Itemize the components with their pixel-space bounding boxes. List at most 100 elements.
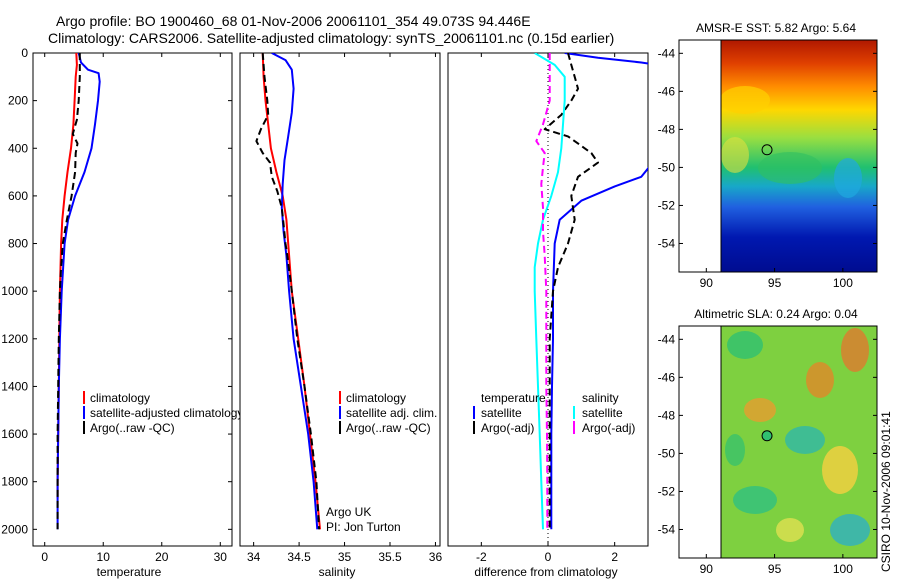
- sst-patch-warm: [721, 86, 770, 114]
- depth-tick-label: 1600: [1, 427, 28, 441]
- sla-argo-marker: [761, 430, 773, 442]
- legend-label-argo: Argo(..raw -QC): [346, 421, 431, 435]
- legend-label-sal-argo: Argo(-adj): [582, 421, 635, 435]
- lat-tick-label: -50: [658, 160, 676, 174]
- sla-patch-4: [841, 328, 869, 372]
- x-tick-label: 2: [611, 550, 618, 564]
- series-line: [535, 53, 551, 530]
- series-line: [255, 53, 321, 530]
- depth-tick-label: 1000: [1, 284, 28, 298]
- salinity-panel: 34 34.5 35 35.5 36 salinity climatology sate…: [239, 52, 442, 579]
- x-tick-label: 36: [429, 550, 443, 564]
- sst-patch-yellow: [721, 137, 749, 173]
- depth-tick-label: 1200: [1, 332, 28, 346]
- legend-label-climatology: climatology: [346, 391, 406, 405]
- x-tick-label: 35: [338, 550, 352, 564]
- difference-xlabel: difference from climatology: [474, 565, 617, 579]
- x-tick-label: 20: [155, 550, 169, 564]
- x-tick-label: -2: [476, 550, 487, 564]
- lat-tick-label: -46: [658, 84, 676, 98]
- lon-tick-label: 100: [833, 276, 853, 290]
- sst-patch-green: [758, 152, 822, 184]
- sla-patch-8: [830, 514, 870, 546]
- temperature-axes-box: [32, 52, 233, 547]
- legend-label-temp-satellite: satellite: [481, 406, 522, 420]
- difference-axes-box: [447, 52, 649, 547]
- salinity-x-axis: 34 34.5 35 35.5 36: [247, 53, 442, 564]
- series-line: [271, 53, 319, 530]
- legend-label-satellite-adjusted: satellite-adjusted climatology: [90, 406, 243, 420]
- legend-label-satellite-adj: satellite adj. clim.: [346, 406, 437, 420]
- difference-series: [533, 53, 648, 546]
- lat-tick-label: -52: [658, 198, 676, 212]
- header-line-1: Argo profile: BO 1900460_68 01-Nov-2006 …: [56, 13, 531, 29]
- lat-tick-label: -46: [658, 370, 676, 384]
- sla-axes-box: [720, 325, 878, 559]
- legend-header-temperature: temperature: [481, 391, 546, 405]
- lat-tick-label: -48: [658, 122, 676, 136]
- sst-map-title: AMSR-E SST: 5.82 Argo: 5.64: [696, 21, 856, 35]
- sla-patch-2: [744, 398, 776, 422]
- lat-tick-label: -44: [658, 46, 676, 60]
- x-tick-label: 34: [247, 550, 261, 564]
- salinity-xlabel: salinity: [319, 565, 356, 579]
- sla-field: [721, 326, 877, 558]
- salinity-series: [255, 53, 321, 530]
- series-line: [543, 53, 599, 530]
- lat-tick-label: -48: [658, 408, 676, 422]
- salinity-legend: climatology satellite adj. clim. Argo(..…: [339, 391, 437, 435]
- annotation-pi: PI: Jon Turton: [326, 520, 401, 534]
- sst-field: [721, 40, 877, 272]
- series-line: [56, 53, 81, 530]
- difference-panel: -2 0 2 difference from climatology tempera…: [447, 52, 649, 579]
- sla-patch-6: [822, 446, 858, 494]
- lon-tick-label: 95: [768, 562, 782, 576]
- difference-legend: temperature satellite Argo(-adj) salinit…: [473, 391, 635, 435]
- x-tick-label: 35.5: [378, 550, 402, 564]
- legend-label-climatology: climatology: [90, 391, 150, 405]
- header-line-2: Climatology: CARS2006. Satellite-adjuste…: [48, 30, 614, 46]
- sla-patch-9: [776, 518, 804, 542]
- depth-tick-label: 200: [8, 94, 28, 108]
- temperature-x-axis: 0 10 20 30: [41, 53, 227, 564]
- side-timestamp-label: CSIRO 10-Nov-2006 09:01:41: [879, 411, 893, 572]
- difference-x-axis: -2 0 2: [476, 53, 618, 564]
- legend-label-argo: Argo(..raw -QC): [90, 421, 175, 435]
- depth-tick-label: 600: [8, 189, 28, 203]
- lon-tick-label: 90: [700, 276, 714, 290]
- depth-tick-label: 1400: [1, 379, 28, 393]
- lon-tick-label: 100: [833, 562, 853, 576]
- temperature-series: [56, 53, 101, 530]
- legend-label-sal-satellite: satellite: [582, 406, 623, 420]
- lon-tick-label: 90: [700, 562, 714, 576]
- depth-tick-label: 800: [8, 237, 28, 251]
- sla-patch-10: [725, 434, 745, 466]
- depth-tick-label: 1800: [1, 475, 28, 489]
- lat-tick-label: -54: [658, 522, 676, 536]
- x-tick-label: 0: [545, 550, 552, 564]
- legend-header-salinity: salinity: [582, 391, 619, 405]
- x-tick-label: 34.5: [287, 550, 311, 564]
- legend-label-temp-argo: Argo(-adj): [481, 421, 534, 435]
- sla-map-panel: Altimetric SLA: 0.24 Argo: 0.04 -44-46-4…: [658, 307, 878, 576]
- temperature-xlabel: temperature: [97, 565, 162, 579]
- x-tick-label: 0: [41, 550, 48, 564]
- sst-map-panel: AMSR-E SST: 5.82 Argo: 5.64 -44 -46 -48 -50…: [658, 21, 878, 290]
- temperature-legend: climatology satellite-adjusted climatolo…: [83, 391, 243, 435]
- sla-map-title: Altimetric SLA: 0.24 Argo: 0.04: [694, 307, 858, 321]
- sla-patch-5: [785, 426, 825, 454]
- x-tick-label: 30: [214, 550, 228, 564]
- sst-map-axes: -44 -46 -48 -50 -52 -54 90 95 100: [658, 46, 877, 290]
- series-line: [550, 53, 648, 530]
- x-tick-label: 10: [97, 550, 111, 564]
- annotation-argo-uk: Argo UK: [326, 505, 371, 519]
- sst-argo-marker: [761, 144, 773, 156]
- sst-patch-cyan: [834, 158, 862, 198]
- sla-patch-7: [733, 486, 777, 514]
- depth-tick-label: 2000: [1, 522, 28, 536]
- sla-patch-1: [727, 331, 763, 359]
- lat-tick-label: -54: [658, 236, 676, 250]
- lat-tick-label: -52: [658, 484, 676, 498]
